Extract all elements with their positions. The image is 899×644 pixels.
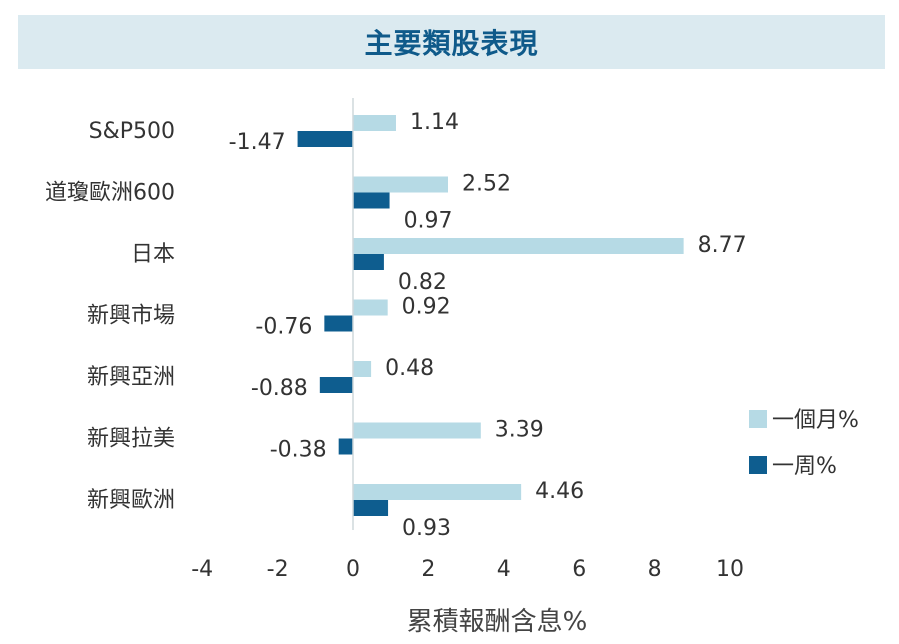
- labels-layer: S&P500 1.14 -1.47 道瓊歐洲600 2.52 0.97 日本 8.77 0.82…: [45, 110, 747, 541]
- data-label: 4.46: [535, 479, 584, 504]
- x-tick-labels: -4 -2 0 2 4 6 8 10: [191, 557, 744, 582]
- data-label: 0.92: [402, 295, 451, 320]
- data-label: 0.82: [398, 270, 447, 295]
- bar-one-week: [353, 254, 384, 270]
- bar-one-week: [353, 192, 390, 209]
- x-tick-label: 10: [716, 557, 744, 582]
- category-label: 道瓊歐洲600: [45, 181, 175, 206]
- category-label: 日本: [131, 242, 175, 267]
- data-label: 8.77: [698, 233, 747, 258]
- data-label: -0.38: [270, 438, 327, 463]
- category-label: 新興亞洲: [87, 365, 175, 390]
- bar-one-month: [353, 176, 449, 193]
- bar-one-week: [319, 377, 353, 393]
- bar-one-month: [353, 484, 522, 500]
- legend-swatch: [749, 410, 767, 428]
- data-label: 0.48: [385, 356, 434, 381]
- x-tick-label: 8: [648, 557, 662, 582]
- bar-one-month: [353, 299, 388, 316]
- legend-label: 一個月%: [772, 408, 859, 433]
- x-tick-label: 0: [346, 557, 360, 582]
- chart-title-bar: 主要類股表現: [18, 15, 885, 69]
- bar-one-month: [353, 238, 684, 254]
- data-label: -0.76: [255, 315, 312, 340]
- x-tick-label: -2: [267, 557, 289, 582]
- bar-one-month: [353, 361, 372, 377]
- data-label: 2.52: [462, 172, 511, 197]
- category-label: S&P500: [89, 119, 175, 144]
- data-label: -0.88: [251, 376, 308, 401]
- x-tick-label: 4: [497, 557, 511, 582]
- bar-one-week: [324, 315, 353, 332]
- x-tick-label: -4: [191, 557, 213, 582]
- x-tick-label: 6: [572, 557, 586, 582]
- data-label: -1.47: [229, 130, 286, 155]
- x-axis-label: 累積報酬含息%: [407, 607, 588, 637]
- bar-one-month: [353, 422, 481, 439]
- legend-label: 一周%: [772, 454, 837, 479]
- bar-one-month: [353, 115, 396, 131]
- legend-swatch: [749, 456, 767, 474]
- bar-one-week: [353, 500, 389, 516]
- data-label: 3.39: [495, 418, 544, 443]
- bars-layer: [297, 115, 684, 516]
- category-label: 新興拉美: [87, 427, 175, 452]
- data-label: 1.14: [410, 110, 459, 135]
- category-label: 新興市場: [87, 304, 175, 329]
- category-label: 新興歐洲: [87, 488, 175, 513]
- bar-one-week: [297, 131, 353, 147]
- chart-title: 主要類股表現: [364, 27, 539, 60]
- x-tick-label: 2: [421, 557, 435, 582]
- data-label: 0.97: [404, 209, 453, 234]
- legend: 一個月% 一周%: [749, 408, 859, 479]
- data-label: 0.93: [402, 516, 451, 541]
- bar-one-week: [338, 438, 353, 455]
